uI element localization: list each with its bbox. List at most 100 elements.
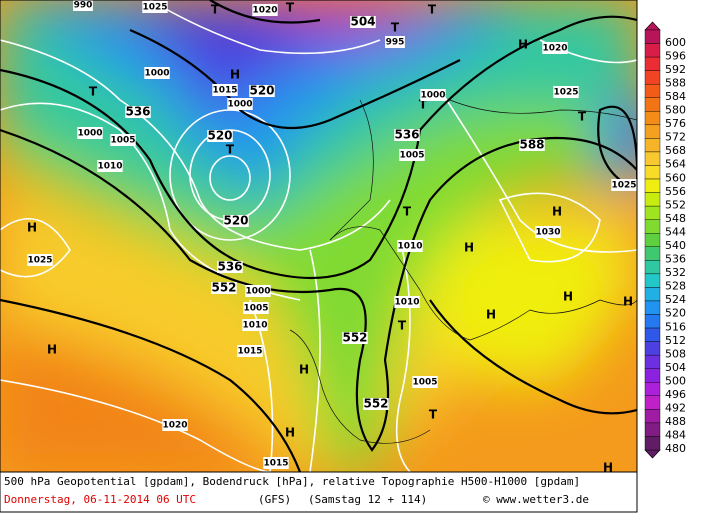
pressure-center: H	[285, 426, 295, 440]
label-background	[211, 282, 237, 294]
label-background	[397, 240, 423, 252]
legend-label: 492	[665, 402, 686, 415]
pressure-center: H	[47, 343, 57, 357]
label-background	[249, 85, 275, 97]
pressure-center: H	[27, 221, 37, 235]
map-labels: 990 1025 1020 T T 504 T T 995 H 1020 1000 H T 536 1015 5…	[27, 0, 637, 472]
pressure-center: T	[391, 21, 400, 35]
legend-label: 568	[665, 144, 686, 157]
footer-run: (Samstag 12 + 114)	[308, 493, 427, 506]
contour-label: 1025	[27, 256, 52, 266]
label-background	[394, 129, 420, 141]
pressure-center: T	[429, 408, 438, 422]
footer-box	[0, 471, 638, 513]
legend: 6005965925885845805765725685645605565525…	[644, 21, 686, 459]
pressure-center: H	[518, 38, 528, 52]
label-background	[73, 0, 93, 11]
contour-label: 1025	[142, 3, 167, 13]
pressure-center: T	[428, 3, 437, 17]
legend-swatch	[644, 314, 661, 329]
contour-label: 588	[519, 138, 544, 152]
label-background	[237, 345, 263, 357]
label-background	[97, 160, 123, 172]
footer-model: (GFS)	[258, 493, 291, 506]
label-background	[611, 179, 637, 191]
legend-swatch	[644, 124, 661, 139]
label-background	[144, 67, 170, 79]
pressure-center: H	[552, 205, 562, 219]
label-background	[394, 296, 420, 308]
legend-label: 536	[665, 253, 686, 266]
pressure-center: H	[230, 68, 240, 82]
label-background	[363, 398, 389, 410]
legend-label: 548	[665, 212, 686, 225]
contour-label: 1000	[420, 91, 445, 101]
legend-swatch	[644, 246, 661, 261]
legend-swatch	[644, 382, 661, 397]
legend-swatch	[644, 219, 661, 234]
contour-label: 552	[211, 281, 236, 295]
legend-label: 560	[665, 171, 686, 184]
pressure-center: T	[286, 1, 295, 15]
legend-label: 516	[665, 320, 686, 333]
contour-label: 1015	[263, 459, 288, 469]
label-background	[223, 215, 249, 227]
legend-swatch	[644, 409, 661, 424]
contour-label: 536	[217, 260, 242, 274]
pressure-center: T	[89, 85, 98, 99]
map: 990 1025 1020 T T 504 T T 995 H 1020 1000 H T 536 1015 5…	[0, 0, 637, 472]
pressure-center: H	[623, 295, 633, 309]
legend-swatch	[644, 287, 661, 302]
legend-swatch	[644, 151, 661, 166]
legend-label: 512	[665, 334, 686, 347]
label-background	[420, 89, 446, 101]
legend-label: 584	[665, 90, 686, 103]
legend-label: 596	[665, 49, 686, 62]
pressure-center: T	[398, 319, 407, 333]
legend-label: 480	[665, 442, 686, 455]
legend-label: 504	[665, 361, 686, 374]
legend-label: 592	[665, 63, 686, 76]
legend-label: 588	[665, 76, 686, 89]
label-background	[207, 130, 233, 142]
coastlines	[289, 99, 637, 444]
contour-label: 1000	[144, 69, 169, 79]
pressure-center: H	[563, 290, 573, 304]
contour-label: 1015	[212, 86, 237, 96]
legend-swatch	[644, 178, 661, 193]
legend-label: 508	[665, 347, 686, 360]
label-background	[142, 1, 168, 13]
contour-label: 1010	[242, 321, 267, 331]
label-background	[243, 302, 269, 314]
label-background	[217, 261, 243, 273]
contour-label: 1015	[237, 347, 262, 357]
contour-label: 504	[350, 15, 375, 29]
label-background	[342, 332, 368, 344]
footer-credit: © www.wetter3.de	[483, 493, 589, 506]
label-background	[252, 4, 278, 16]
label-background	[212, 84, 238, 96]
contour-label: 536	[394, 128, 419, 142]
legend-label: 488	[665, 415, 686, 428]
pressure-center: T	[419, 98, 428, 112]
legend-label: 556	[665, 185, 686, 198]
label-background	[27, 254, 53, 266]
contour-label: 1005	[412, 378, 437, 388]
label-background	[125, 106, 151, 118]
contour-label: 520	[207, 129, 232, 143]
legend-label: 532	[665, 266, 686, 279]
contour-label: 1005	[110, 136, 135, 146]
pressure-center: T	[226, 143, 235, 157]
pressure-center: H	[299, 363, 309, 377]
legend-label: 544	[665, 225, 686, 238]
label-background	[553, 86, 579, 98]
contour-label: 1005	[243, 304, 268, 314]
contour-label: 552	[363, 397, 388, 411]
label-background	[385, 36, 405, 48]
legend-swatch	[644, 111, 661, 126]
legend-label: 500	[665, 374, 686, 387]
contour-label: 1020	[542, 44, 567, 54]
contour-label: 520	[249, 84, 274, 98]
legend-swatch	[644, 97, 661, 112]
label-background	[245, 285, 271, 297]
